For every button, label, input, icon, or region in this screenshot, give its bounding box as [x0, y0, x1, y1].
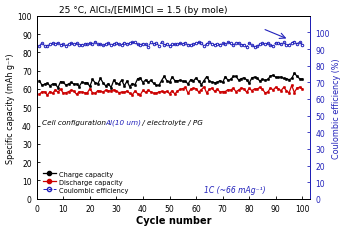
- Text: 25 °C, AlCl₃/[EMIM]Cl = 1.5 (by mole): 25 °C, AlCl₃/[EMIM]Cl = 1.5 (by mole): [59, 6, 227, 15]
- Y-axis label: Coulombic efficiency (%): Coulombic efficiency (%): [332, 58, 341, 158]
- Legend: Charge capacity, Discharge capacity, Coulombic efficiency: Charge capacity, Discharge capacity, Cou…: [40, 168, 132, 196]
- Text: Al(10 um): Al(10 um): [106, 119, 142, 126]
- Text: 1C (~66 mAg⁻¹): 1C (~66 mAg⁻¹): [204, 185, 266, 194]
- X-axis label: Cycle number: Cycle number: [136, 216, 211, 225]
- Y-axis label: Specific capacity (mAh g⁻¹): Specific capacity (mAh g⁻¹): [6, 53, 15, 163]
- Text: / electrolyte / PG: / electrolyte / PG: [140, 119, 203, 125]
- Text: Cell configuration :: Cell configuration :: [42, 119, 113, 125]
